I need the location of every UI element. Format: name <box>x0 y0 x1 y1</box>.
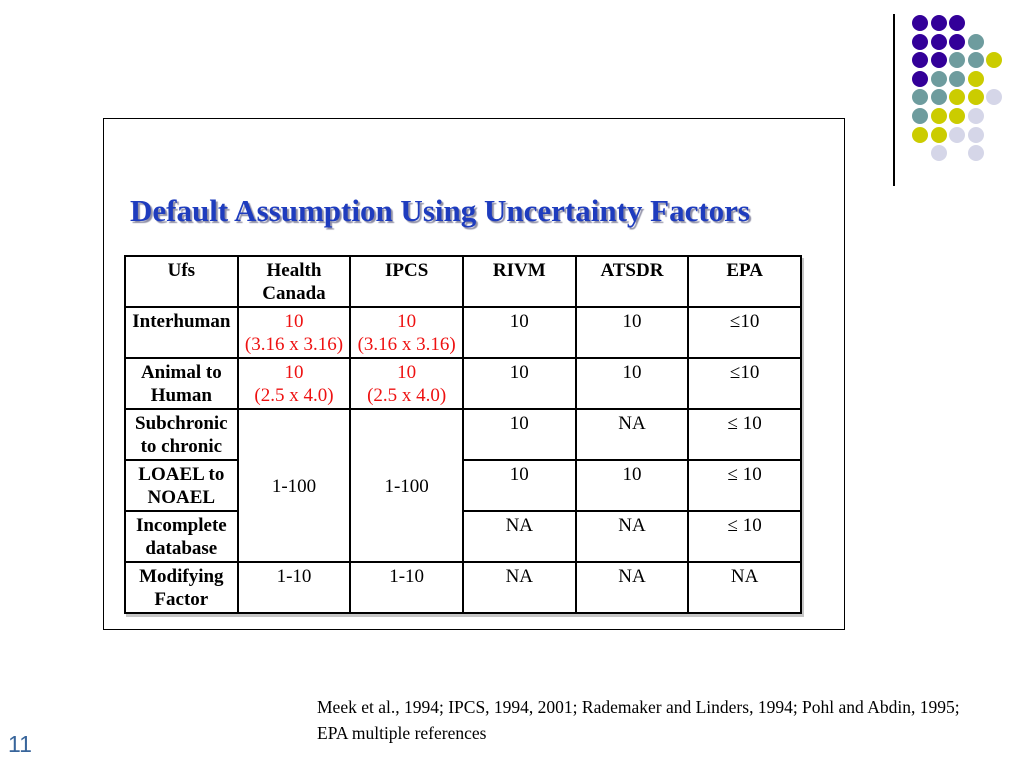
dot <box>949 15 965 31</box>
dot <box>949 52 965 69</box>
cell-subchronic-atsdr: NA <box>574 408 690 461</box>
header-health-canada: Health Canada <box>236 255 352 308</box>
table-row: Incomplete database NA NA ≤ 10 <box>124 510 802 563</box>
header-rivm: RIVM <box>461 255 577 308</box>
vertical-divider-line <box>893 14 895 186</box>
dot <box>967 108 984 124</box>
cell-merged-ipcs-1-100: 1-100 <box>349 408 464 563</box>
citation-line-2: EPA multiple references <box>317 723 487 743</box>
dot <box>912 15 928 31</box>
cell-animal-atsdr: 10 <box>574 357 690 410</box>
row-label-loael: LOAEL to NOAEL <box>124 459 239 512</box>
dot <box>986 89 1002 106</box>
dot <box>949 126 965 143</box>
cell-interhuman-rivm: 10 <box>461 306 577 359</box>
table-row: Interhuman 10 (3.16 x 3.16) 10 (3.16 x 3… <box>124 306 802 359</box>
table-row: Modifying Factor 1-10 1-10 NA NA NA <box>124 561 802 614</box>
cell-loael-rivm: 10 <box>461 459 577 512</box>
cell-incomplete-epa: ≤ 10 <box>687 510 802 563</box>
cell-animal-health-canada: 10 (2.5 x 4.0) <box>236 357 352 410</box>
dot <box>930 145 947 162</box>
row-label-modifying-factor: Modifying Factor <box>124 561 239 614</box>
dot <box>967 33 984 50</box>
cell-animal-epa: ≤10 <box>687 357 802 410</box>
header-epa: EPA <box>687 255 802 308</box>
cell-interhuman-health-canada: 10 (3.16 x 3.16) <box>236 306 352 359</box>
dot <box>967 89 984 106</box>
page-number: 11 <box>8 731 32 757</box>
cell-modifying-health-canada: 1-10 <box>236 561 352 614</box>
header-atsdr: ATSDR <box>574 255 690 308</box>
dot <box>912 52 928 69</box>
dot <box>949 89 965 106</box>
citation-text: Meek et al., 1994; IPCS, 1994, 2001; Rad… <box>317 694 960 746</box>
cell-interhuman-epa: ≤10 <box>687 306 802 359</box>
dot <box>967 52 984 69</box>
dot <box>930 89 947 106</box>
table-header-row: Ufs Health Canada IPCS RIVM ATSDR EPA <box>124 255 802 308</box>
row-label-incomplete-db: Incomplete database <box>124 510 239 563</box>
dot <box>930 126 947 143</box>
decorative-dot-grid <box>912 15 1014 187</box>
dot <box>930 33 947 50</box>
cell-modifying-ipcs: 1-10 <box>349 561 464 614</box>
slide-title: Default Assumption Using Uncertainty Fac… <box>130 193 750 228</box>
cell-animal-rivm: 10 <box>461 357 577 410</box>
row-label-interhuman: Interhuman <box>124 306 239 359</box>
cell-incomplete-rivm: NA <box>461 510 577 563</box>
dot <box>912 89 928 106</box>
dot <box>930 15 947 31</box>
header-ufs: Ufs <box>124 255 239 308</box>
dot <box>912 108 928 124</box>
cell-interhuman-ipcs: 10 (3.16 x 3.16) <box>349 306 464 359</box>
cell-animal-ipcs: 10 (2.5 x 4.0) <box>349 357 464 410</box>
dot <box>949 108 965 124</box>
cell-incomplete-atsdr: NA <box>574 510 690 563</box>
cell-interhuman-atsdr: 10 <box>574 306 690 359</box>
cell-loael-epa: ≤ 10 <box>687 459 802 512</box>
row-label-subchronic: Subchronic to chronic <box>124 408 239 461</box>
cell-loael-atsdr: 10 <box>574 459 690 512</box>
cell-modifying-epa: NA <box>687 561 802 614</box>
dot <box>986 52 1002 69</box>
table-row: Subchronic to chronic 1-100 1-100 10 NA … <box>124 408 802 563</box>
dot <box>967 126 984 143</box>
table-row: Animal to Human 10 (2.5 x 4.0) 10 (2.5 x… <box>124 357 802 410</box>
uncertainty-factors-table: Ufs Health Canada IPCS RIVM ATSDR EPA In… <box>124 255 802 614</box>
dot <box>967 145 984 162</box>
row-label-animal-to-human: Animal to Human <box>124 357 239 410</box>
content-border-box: Default Assumption Using Uncertainty Fac… <box>103 118 845 630</box>
header-ipcs: IPCS <box>349 255 464 308</box>
cell-modifying-atsdr: NA <box>574 561 690 614</box>
dot <box>912 33 928 50</box>
table-row: LOAEL to NOAEL 10 10 ≤ 10 <box>124 459 802 512</box>
dot <box>967 70 984 87</box>
cell-merged-health-canada-1-100: 1-100 <box>236 408 352 563</box>
cell-modifying-rivm: NA <box>461 561 577 614</box>
cell-subchronic-epa: ≤ 10 <box>687 408 802 461</box>
dot <box>930 70 947 87</box>
dot <box>949 70 965 87</box>
dot <box>930 108 947 124</box>
cell-subchronic-rivm: 10 <box>461 408 577 461</box>
dot <box>912 126 928 143</box>
dot <box>930 52 947 69</box>
citation-line-1: Meek et al., 1994; IPCS, 1994, 2001; Rad… <box>317 697 960 717</box>
dot <box>912 70 928 87</box>
dot <box>949 33 965 50</box>
